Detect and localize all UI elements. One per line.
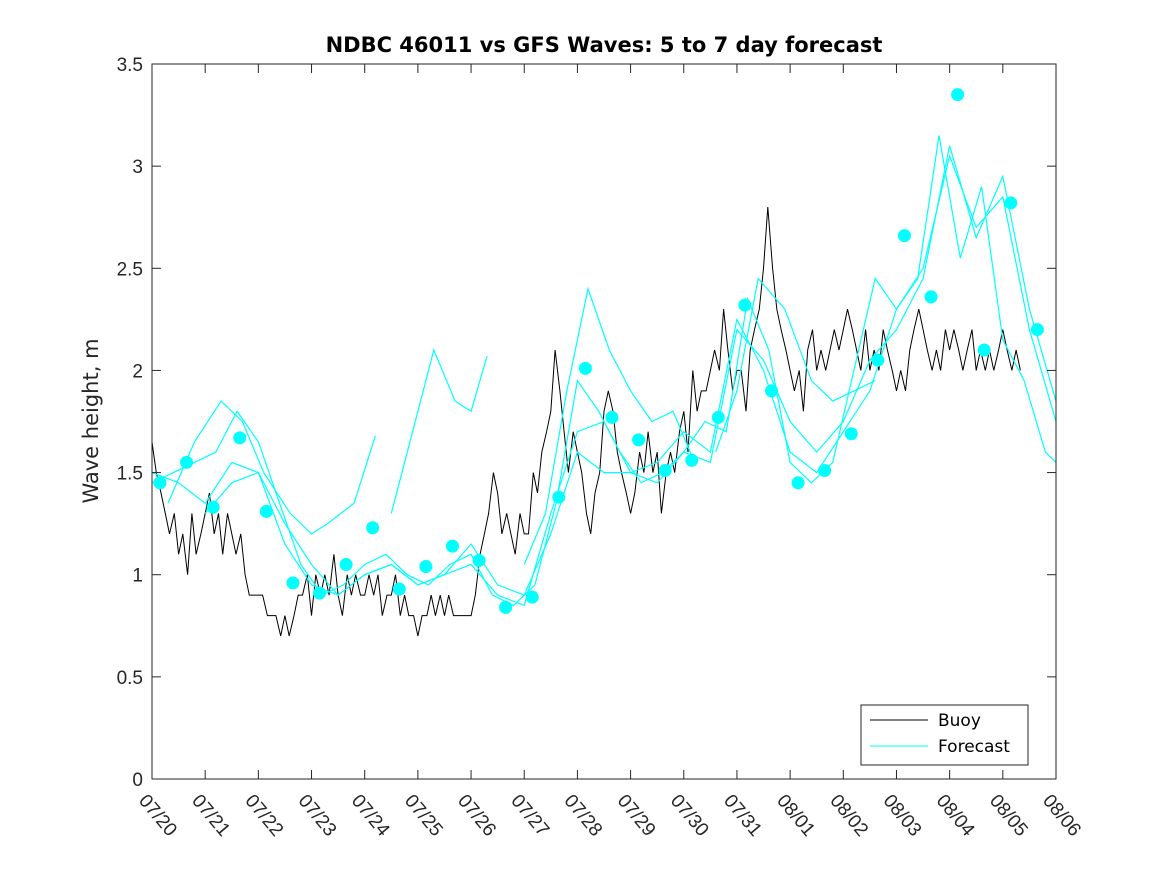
y-axis-label: Wave height, m xyxy=(79,338,103,503)
forecast-line xyxy=(204,145,1057,596)
forecast-marker xyxy=(951,88,965,102)
forecast-marker xyxy=(977,343,991,357)
forecast-marker xyxy=(578,361,592,375)
y-tick-label: 1 xyxy=(132,566,143,587)
forecast-marker xyxy=(233,431,247,445)
forecast-marker xyxy=(286,576,300,590)
forecast-marker xyxy=(339,558,353,571)
forecast-marker xyxy=(844,427,858,441)
forecast-marker xyxy=(871,353,885,367)
forecast-marker xyxy=(552,490,566,504)
chart-title: NDBC 46011 vs GFS Waves: 5 to 7 day fore… xyxy=(326,33,883,57)
forecast-marker xyxy=(924,290,938,304)
plot-frame xyxy=(151,63,1057,780)
forecast-marker xyxy=(791,476,805,490)
plot-area xyxy=(151,63,1057,780)
forecast-marker xyxy=(897,229,911,243)
forecast-marker xyxy=(658,464,672,478)
forecast-marker xyxy=(153,476,167,490)
y-tick-label: 0.5 xyxy=(117,668,143,689)
y-tick-label: 2.5 xyxy=(117,259,143,280)
forecast-line xyxy=(523,286,695,565)
legend-box xyxy=(860,704,1029,766)
forecast-marker xyxy=(685,453,699,467)
forecast-marker xyxy=(632,433,646,447)
forecast-line xyxy=(715,277,876,453)
forecast-series xyxy=(151,135,1057,607)
forecast-marker xyxy=(472,553,486,567)
legend: Buoy Forecast xyxy=(860,704,1029,766)
forecast-marker xyxy=(738,298,752,312)
forecast-line xyxy=(390,348,488,514)
forecast-marker xyxy=(1004,196,1018,210)
forecast-marker xyxy=(366,521,380,535)
forecast-marker xyxy=(1030,323,1044,337)
forecast-marker xyxy=(525,590,539,604)
forecast-marker xyxy=(313,586,327,600)
y-tick-label: 1.5 xyxy=(117,464,143,485)
legend-buoy-label: Buoy xyxy=(938,711,981,731)
y-tick-label: 3.5 xyxy=(117,55,143,76)
forecast-marker xyxy=(711,410,725,424)
forecast-marker xyxy=(180,455,194,469)
legend-forecast-label: Forecast xyxy=(938,737,1010,757)
forecast-marker xyxy=(499,600,513,614)
forecast-marker xyxy=(419,560,433,574)
forecast-line xyxy=(167,400,376,535)
forecast-marker xyxy=(392,582,406,596)
y-tick-label: 0 xyxy=(132,770,143,791)
forecast-marker xyxy=(259,504,273,518)
forecast-marker xyxy=(605,410,619,424)
forecast-marker xyxy=(206,500,220,514)
y-tick-label: 2 xyxy=(132,361,143,382)
forecast-marker xyxy=(445,539,459,553)
forecast-marker xyxy=(765,384,779,398)
y-axis: 0 0.5 1 1.5 2 2.5 3 3.5 xyxy=(117,55,1056,791)
forecast-markers xyxy=(153,88,1044,614)
y-tick-label: 3 xyxy=(132,157,143,178)
forecast-marker xyxy=(818,464,832,478)
forecast-line xyxy=(151,153,1057,607)
